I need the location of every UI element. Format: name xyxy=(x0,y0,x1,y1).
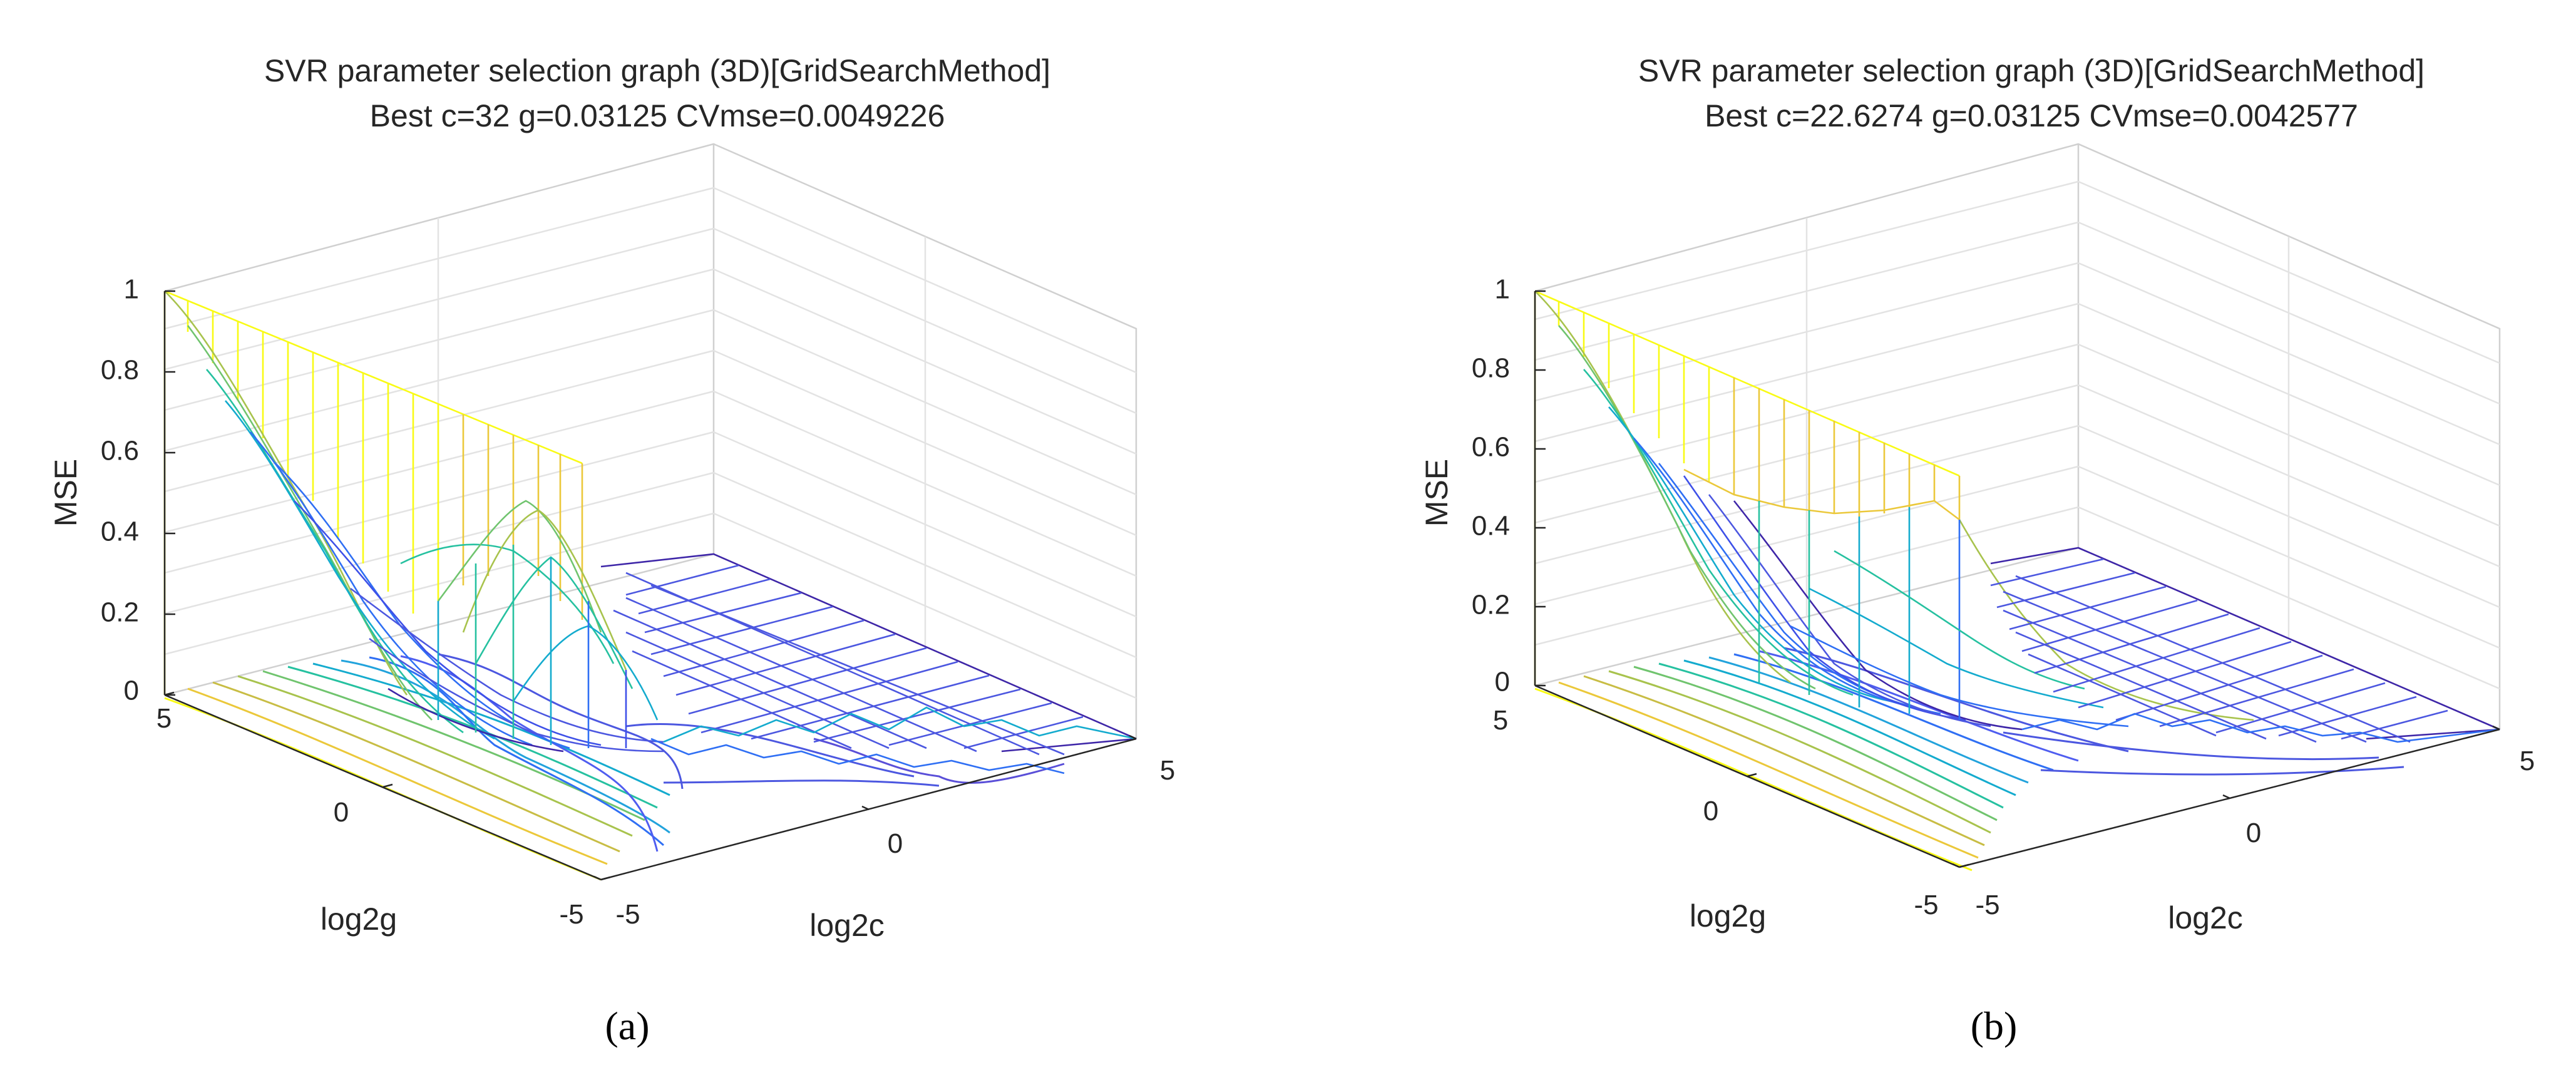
panel-b-floor-contours xyxy=(1534,647,2404,872)
panel-b-ztick-0.4: 0.4 xyxy=(1472,511,1510,542)
panel-a-ztick-0.2: 0.2 xyxy=(101,597,139,628)
panel-a-mesh-surface xyxy=(163,290,1137,774)
panel-b-ztick-0.8: 0.8 xyxy=(1472,353,1510,384)
panel-a-title-line1: SVR parameter selection graph (3D)[GridS… xyxy=(264,53,1050,88)
panel-b-ytick-5: 5 xyxy=(1493,705,1508,736)
panel-b-caption: (b) xyxy=(1971,1004,2018,1048)
panel-b-title-line1: SVR parameter selection graph (3D)[GridS… xyxy=(1638,53,2425,88)
panel-b: SVR parameter selection graph (3D)[GridS… xyxy=(1419,53,2535,1048)
panel-b-gridlines xyxy=(1534,180,2500,690)
panel-b-ztick-0: 0 xyxy=(1495,667,1510,697)
panel-a: SVR parameter selection graph (3D)[GridS… xyxy=(48,53,1175,1048)
panel-a-xtick-minus5: -5 xyxy=(615,899,640,930)
panel-a-ytick-minus5: -5 xyxy=(559,899,583,930)
panel-a-ztick-0.4: 0.4 xyxy=(101,517,139,547)
panel-b-mesh-surface xyxy=(1534,290,2500,743)
panel-b-xtick-minus5: -5 xyxy=(1975,890,1999,920)
panel-a-ytick-0: 0 xyxy=(334,797,349,828)
panel-a-ytick-5: 5 xyxy=(157,703,172,734)
panel-a-caption: (a) xyxy=(605,1004,649,1048)
panel-b-ylabel: log2g xyxy=(1690,898,1766,933)
panel-a-xtick-5: 5 xyxy=(1160,755,1175,786)
panel-a-ztick-0.8: 0.8 xyxy=(101,355,139,386)
panel-a-title-line2: Best c=32 g=0.03125 CVmse=0.0049226 xyxy=(370,98,945,133)
panel-a-xlabel: log2c xyxy=(809,908,885,943)
panel-a-ylabel: log2g xyxy=(321,902,397,937)
panel-b-ticks xyxy=(1535,290,2500,868)
panel-b-xtick-0: 0 xyxy=(2246,818,2261,848)
panel-a-zlabel: MSE xyxy=(48,459,83,527)
panel-b-ytick-0: 0 xyxy=(1703,796,1718,826)
panel-a-ztick-0.6: 0.6 xyxy=(101,436,139,466)
panel-b-ztick-0.6: 0.6 xyxy=(1472,432,1510,463)
panel-b-xtick-5: 5 xyxy=(2520,746,2535,776)
panel-b-title-line2: Best c=22.6274 g=0.03125 CVmse=0.0042577 xyxy=(1705,98,2358,133)
panel-a-ticks xyxy=(164,290,1137,881)
panel-a-xtick-0: 0 xyxy=(888,828,903,859)
panel-b-ztick-1: 1 xyxy=(1495,274,1510,305)
panel-a-ztick-1: 1 xyxy=(124,274,139,305)
panel-b-ytick-minus5: -5 xyxy=(1914,890,1938,920)
panel-b-ztick-0.2: 0.2 xyxy=(1472,590,1510,620)
panel-b-zlabel: MSE xyxy=(1419,459,1454,527)
panel-a-ztick-0: 0 xyxy=(124,676,139,706)
panel-b-xlabel: log2c xyxy=(2168,900,2243,935)
